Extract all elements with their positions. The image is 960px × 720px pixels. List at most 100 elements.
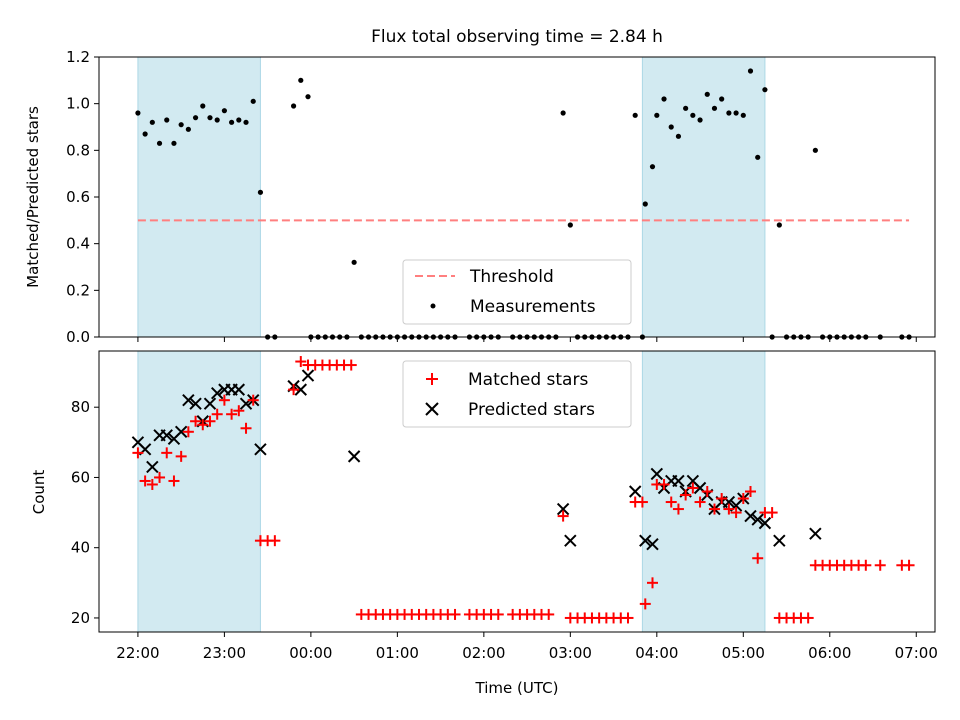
matched-star-marker [168,475,180,487]
matched-star-marker [161,447,173,459]
measurement-point [704,91,710,97]
x-tick-label: 02:00 [462,644,505,662]
measurement-point [711,105,718,111]
predicted-star-marker [174,425,188,438]
matched-star-markers [132,356,915,624]
measurement-point [214,117,220,123]
bottom-legend: Matched stars Predicted stars [402,360,632,428]
measurement-point [257,189,264,195]
matched-star-marker [269,535,281,547]
matched-star-marker [730,507,742,519]
y-tick-label: 0.8 [66,141,90,159]
matched-star-marker [233,405,245,417]
predicted-star-marker [758,516,772,530]
matched-star-marker [687,482,699,494]
matched-star-marker [288,384,300,396]
matched-star-marker [146,478,158,490]
predicted-star-marker [672,474,685,488]
x-tick-label: 01:00 [376,644,419,662]
x-tick-label: 05:00 [722,644,765,662]
y-tick-label: 60 [71,468,90,486]
predicted-star-marker [210,386,224,400]
predicted-star-marker [254,443,267,456]
matched-star-marker [132,447,144,459]
measurement-point [229,119,235,125]
chart-title: Flux total observing time = 2.84 h [371,27,663,47]
y-tick-label: 80 [71,398,90,416]
top-legend-box [402,259,632,325]
predicted-star-marker [650,467,664,481]
matched-star-marker [646,577,658,589]
predicted-star-marker [751,513,764,526]
matched-star-marker [745,486,757,497]
predicted-star-marker [564,534,577,547]
bottom-y-axis: 20 40 60 80 [71,398,99,627]
matched-star-marker [665,496,677,508]
x-tick-label: 23:00 [203,644,246,662]
legend-threshold-label: Threshold [469,267,554,287]
matched-star-marker [492,608,504,620]
predicted-star-marker [773,534,786,547]
matched-star-marker [672,503,684,515]
measurement-point [649,164,656,170]
predicted-star-marker [347,450,361,463]
bottom-x-axis: 22:00 23:00 00:00 01:00 02:00 03:00 04:00 05:00… [116,632,938,662]
measurement-point [632,112,638,118]
matched-star-marker [218,394,230,406]
top-y-axis-label: Matched/Predicted stars [24,106,42,288]
legend-measurements-swatch [430,303,436,309]
predicted-star-marker [203,397,217,410]
measurement-point [776,222,782,228]
top-y-axis: 0.0 0.2 0.4 0.6 0.8 1.0 1.2 [66,48,99,346]
legend-predicted-swatch [425,402,439,416]
matched-star-marker [737,493,749,505]
top-x-axis [137,337,917,342]
matched-star-marker [701,486,713,497]
measurement-point [697,117,703,123]
measurement-point [164,117,170,123]
bottom-legend-box [402,360,632,428]
measurement-point [142,131,148,137]
measurement-point [762,87,768,93]
matched-star-marker [752,552,764,564]
x-tick-label: 06:00 [808,644,851,662]
x-tick-label: 07:00 [895,644,938,662]
measurement-point [298,77,304,83]
measurement-point [243,119,249,125]
bottom-y-axis-label: Count [30,470,48,515]
top-legend: Threshold Measurements [402,259,632,325]
measurement-point [200,103,206,109]
matched-star-marker [154,471,166,483]
measurement-point [654,112,660,118]
measurement-point [668,124,674,130]
measurement-point [747,68,754,74]
top-shaded-ranges [137,56,766,338]
x-tick-label: 22:00 [116,644,159,662]
y-tick-label: 0.2 [66,281,90,299]
predicted-star-marker [301,369,315,382]
predicted-star-marker [182,393,195,407]
matched-star-marker [723,503,735,515]
matched-star-marker [860,559,872,571]
matched-star-marker [190,415,202,427]
y-tick-label: 20 [71,609,90,627]
matched-star-marker [802,612,814,624]
legend-matched-swatch [426,373,438,385]
predicted-star-marker [294,383,308,396]
measurement-point [683,105,689,111]
shaded-range [641,56,766,338]
y-tick-label: 1.0 [66,95,90,113]
measurement-point [719,96,725,102]
matched-star-marker [197,419,209,431]
matched-star-marker [543,608,555,620]
predicted-star-marker [744,509,757,523]
measurement-point [221,108,227,114]
measurement-point [351,259,357,265]
measurement-point [185,126,191,132]
legend-predicted-label: Predicted stars [468,400,595,420]
legend-matched-label: Matched stars [468,370,588,390]
predicted-star-marker [232,383,246,396]
measurement-point [178,122,184,128]
y-tick-label: 1.2 [66,48,90,66]
measurement-point [135,110,141,116]
